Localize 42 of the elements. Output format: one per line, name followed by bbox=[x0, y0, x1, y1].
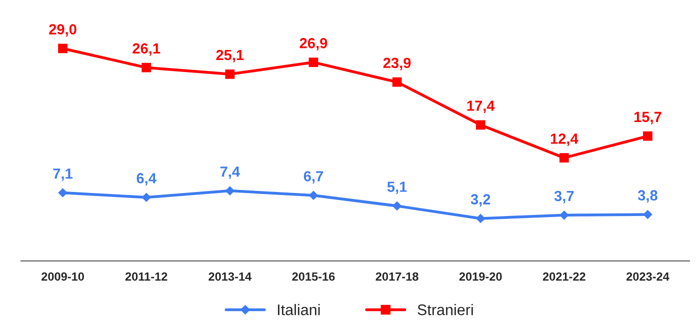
x-tick-label: 2021-22 bbox=[542, 272, 586, 281]
data-label: 7,4 bbox=[220, 166, 240, 179]
point bbox=[58, 44, 68, 54]
data-label: 26,9 bbox=[300, 38, 328, 50]
data-label: 3,8 bbox=[638, 190, 658, 203]
point bbox=[559, 153, 569, 163]
x-tick-label: 2011-12 bbox=[125, 272, 168, 281]
data-label: 17,4 bbox=[467, 100, 495, 114]
data-label: 6,7 bbox=[304, 171, 323, 184]
legend-label: Stranieri bbox=[418, 304, 473, 316]
point bbox=[308, 58, 318, 67]
point bbox=[225, 69, 235, 79]
point bbox=[392, 201, 402, 210]
point bbox=[58, 188, 68, 198]
point bbox=[392, 77, 402, 87]
x-tick-label: 2015-16 bbox=[292, 272, 335, 281]
data-label: 3,7 bbox=[554, 190, 574, 204]
point bbox=[560, 210, 569, 220]
point bbox=[309, 190, 318, 200]
data-label: 7,1 bbox=[53, 168, 73, 181]
data-label: 26,1 bbox=[132, 43, 160, 56]
point bbox=[142, 192, 151, 202]
data-label: 23,9 bbox=[383, 58, 411, 70]
data-label: 3,2 bbox=[470, 194, 490, 207]
data-label: 5,1 bbox=[387, 182, 407, 194]
point bbox=[643, 210, 652, 219]
x-tick-label: 2009-10 bbox=[42, 272, 84, 281]
point bbox=[142, 62, 152, 72]
x-tick-label: 2017-18 bbox=[376, 272, 418, 281]
point bbox=[476, 120, 486, 130]
data-label: 29,0 bbox=[49, 24, 76, 37]
legend-label: Italiani bbox=[278, 304, 320, 316]
point bbox=[225, 186, 234, 196]
point bbox=[476, 214, 486, 223]
x-tick-label: 2013-14 bbox=[208, 272, 252, 281]
data-label: 6,4 bbox=[136, 173, 156, 186]
point bbox=[643, 131, 652, 141]
data-label: 15,7 bbox=[634, 112, 662, 124]
x-tick-label: 2019-20 bbox=[459, 272, 502, 281]
data-label: 25,1 bbox=[216, 50, 244, 62]
data-label: 12,4 bbox=[550, 134, 578, 146]
x-tick-label: 2023-24 bbox=[626, 272, 670, 281]
